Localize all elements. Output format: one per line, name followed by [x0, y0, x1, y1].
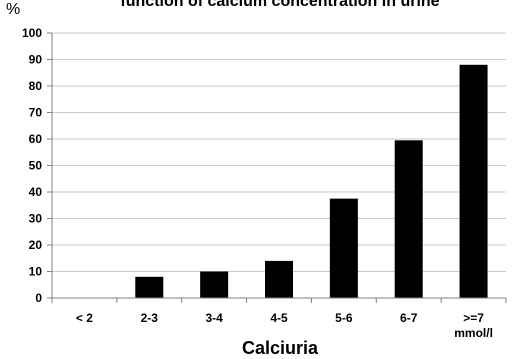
- x-tick-label: < 2: [76, 311, 93, 325]
- axes: [51, 33, 507, 303]
- chart-title: function of calcium concentration in uri…: [120, 0, 439, 10]
- x-tick-label: 4-5: [270, 311, 288, 325]
- y-tick-label: 100: [22, 26, 42, 40]
- bar-4: [265, 260, 293, 298]
- y-tick-label: 50: [29, 159, 43, 173]
- x-axis-title: Calciuria: [242, 338, 319, 358]
- x-tick-label: 3-4: [205, 311, 223, 325]
- y-tick-label: 10: [29, 265, 43, 279]
- bar-2: [135, 276, 164, 298]
- y-tick-label: 90: [29, 53, 43, 67]
- bar-7: [459, 64, 488, 298]
- y-tick-label: 30: [29, 212, 43, 226]
- bar-5: [329, 198, 358, 298]
- y-axis-label: %: [6, 1, 20, 18]
- y-tick-label: 80: [29, 79, 43, 93]
- y-tick-label: 20: [29, 238, 43, 252]
- x-tick-label: >=7: [463, 311, 484, 325]
- y-tick-label: 0: [35, 291, 42, 305]
- x-tick-label: 2-3: [141, 311, 159, 325]
- gridlines: [52, 32, 506, 272]
- x-tick-sublabel: mmol/l: [454, 326, 493, 340]
- y-tick-label: 70: [29, 106, 43, 120]
- y-tick-labels: 0 10 20 30 40 50 60 70 80 90 100: [22, 26, 52, 305]
- y-tick-label: 60: [29, 132, 43, 146]
- bar-3: [200, 271, 229, 298]
- y-tick-label: 40: [29, 185, 43, 199]
- x-tick-label: 6-7: [400, 311, 418, 325]
- bar-6: [394, 140, 423, 298]
- x-tick-label: 5-6: [335, 311, 353, 325]
- bars: [135, 64, 488, 298]
